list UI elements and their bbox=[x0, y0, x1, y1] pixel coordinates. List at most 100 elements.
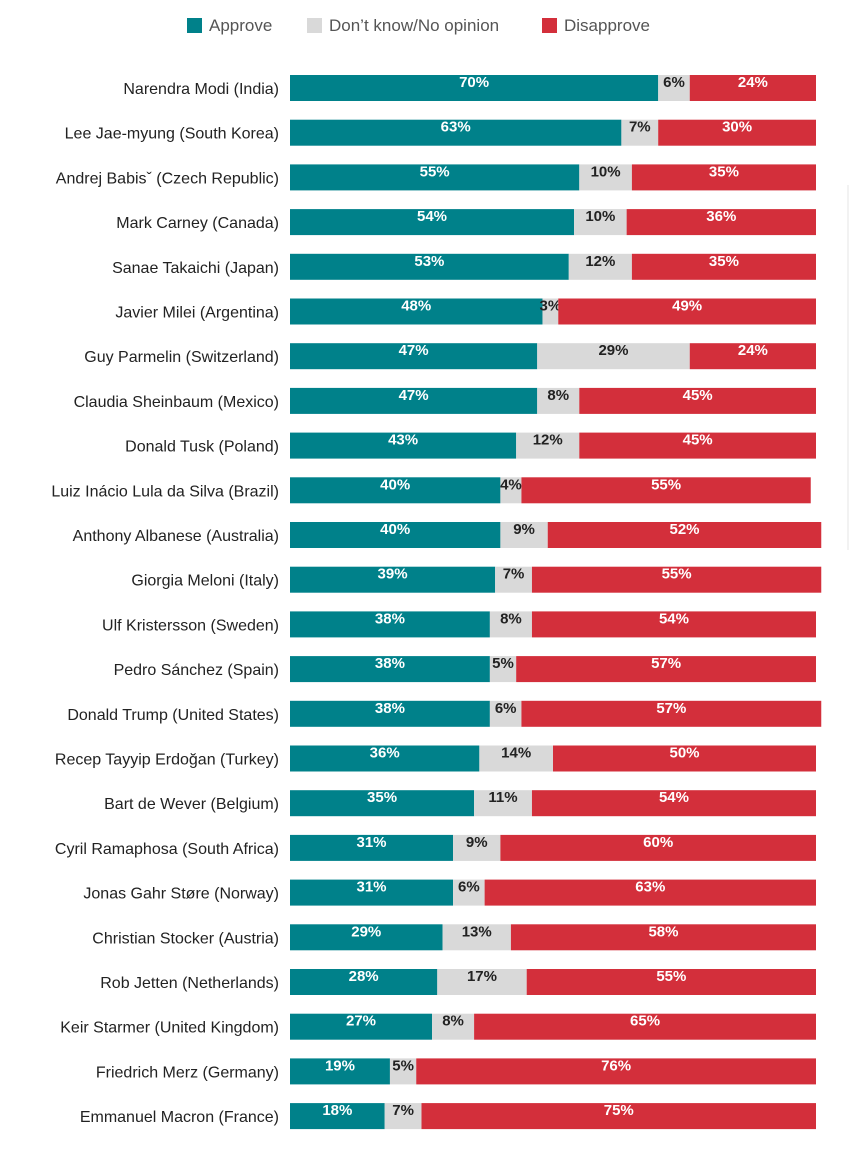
don-t-know-no-opinion-bar bbox=[489, 700, 522, 727]
row-label: Sanae Takaichi (Japan) bbox=[112, 260, 279, 277]
approve-value-label: 29% bbox=[351, 923, 381, 940]
legend: Approve Don’t know/No opinion Disapprove bbox=[187, 16, 650, 35]
approve-value-label: 47% bbox=[399, 387, 429, 404]
approve-value-label: 35% bbox=[367, 789, 397, 806]
row-label: Luiz Inácio Lula da Silva (Brazil) bbox=[51, 483, 279, 500]
disapprove-bar bbox=[521, 477, 811, 504]
approve-value-label: 39% bbox=[378, 566, 408, 583]
disapprove-value-label: 45% bbox=[683, 387, 713, 404]
don-t-know-no-opinion-value-label: 6% bbox=[495, 700, 517, 717]
row-label: Bart de Wever (Belgium) bbox=[104, 796, 279, 813]
row-javier-milei-argentina: Javier Milei (Argentina) 48% 3% 49% bbox=[115, 298, 816, 325]
disapprove-bar bbox=[579, 432, 816, 459]
row-label: Christian Stocker (Austria) bbox=[92, 930, 279, 947]
approve-value-label: 54% bbox=[417, 208, 447, 225]
disapprove-bar bbox=[631, 164, 816, 191]
don-t-know-no-opinion-bar bbox=[432, 1013, 475, 1040]
row-bart-de-wever-belgium: Bart de Wever (Belgium) 35% 11% 54% bbox=[104, 789, 816, 817]
disapprove-bar bbox=[516, 656, 816, 683]
don-t-know-no-opinion-bar bbox=[500, 522, 548, 548]
don-t-know-no-opinion-value-label: 10% bbox=[585, 208, 615, 225]
approve-bar bbox=[290, 343, 538, 370]
disapprove-bar bbox=[500, 834, 816, 861]
disapprove-bar bbox=[547, 522, 822, 548]
disapprove-bar bbox=[526, 969, 816, 995]
row-label: Ulf Kristersson (Sweden) bbox=[102, 617, 279, 634]
approve-value-label: 38% bbox=[375, 610, 405, 627]
disapprove-value-label: 60% bbox=[643, 834, 673, 851]
disapprove-bar bbox=[553, 745, 816, 772]
don-t-know-no-opinion-bar bbox=[621, 119, 659, 146]
approve-bar bbox=[290, 298, 543, 325]
row-narendra-modi-india: Narendra Modi (India) 70% 6% 24% bbox=[123, 74, 816, 101]
disapprove-value-label: 52% bbox=[669, 521, 699, 538]
row-luiz-inacio-lula-da-silva-brazil: Luiz Inácio Lula da Silva (Brazil) 40% 4% 5… bbox=[51, 476, 811, 504]
row-guy-parmelin-switzerland: Guy Parmelin (Switzerland) 47% 29% 24% bbox=[84, 342, 816, 370]
approve-value-label: 55% bbox=[420, 163, 450, 180]
row-label: Giorgia Meloni (Italy) bbox=[131, 573, 279, 590]
approve-bar bbox=[290, 611, 490, 638]
approve-bar bbox=[290, 790, 475, 817]
row-anthony-albanese-australia: Anthony Albanese (Australia) 40% 9% 52% bbox=[73, 521, 822, 548]
row-rob-jetten-netherlands: Rob Jetten (Netherlands) 28% 17% 55% bbox=[100, 968, 816, 995]
don-t-know-no-opinion-bar bbox=[568, 253, 632, 280]
approve-bar bbox=[290, 75, 659, 101]
don-t-know-no-opinion-bar bbox=[537, 343, 690, 370]
disapprove-value-label: 57% bbox=[651, 655, 681, 672]
approve-value-label: 70% bbox=[459, 74, 489, 91]
disapprove-bar bbox=[531, 611, 816, 638]
disapprove-value-label: 55% bbox=[651, 476, 681, 493]
approve-bar bbox=[290, 477, 501, 504]
don-t-know-no-opinion-bar bbox=[542, 298, 559, 325]
row-donald-trump-united-states: Donald Trump (United States) 38% 6% 57% bbox=[67, 700, 822, 727]
approve-bar bbox=[290, 1058, 390, 1085]
approve-bar bbox=[290, 834, 454, 861]
disapprove-bar bbox=[658, 119, 816, 146]
approve-bar bbox=[290, 119, 622, 146]
row-label: Anthony Albanese (Australia) bbox=[73, 528, 279, 545]
disapprove-value-label: 36% bbox=[706, 208, 736, 225]
don-t-know-no-opinion-bar bbox=[474, 790, 532, 817]
don-t-know-no-opinion-bar bbox=[479, 745, 553, 772]
row-label: Mark Carney (Canada) bbox=[116, 215, 279, 232]
row-label: Andrej Babisˇ (Czech Republic) bbox=[56, 170, 279, 187]
don-t-know-no-opinion-bar bbox=[389, 1058, 417, 1085]
row-label: Rob Jetten (Netherlands) bbox=[100, 975, 279, 992]
disapprove-value-label: 55% bbox=[662, 566, 692, 583]
row-label: Emmanuel Macron (France) bbox=[80, 1109, 279, 1126]
approve-bar bbox=[290, 879, 454, 906]
row-pedro-sanchez-spain: Pedro Sánchez (Spain) 38% 5% 57% bbox=[114, 655, 816, 683]
row-label: Lee Jae-myung (South Korea) bbox=[65, 126, 279, 143]
row-label: Keir Starmer (United Kingdom) bbox=[60, 1020, 279, 1037]
row-christian-stocker-austria: Christian Stocker (Austria) 29% 13% 58% bbox=[92, 923, 816, 951]
legend-label: Don’t know/No opinion bbox=[329, 16, 499, 35]
row-label: Narendra Modi (India) bbox=[123, 81, 279, 98]
don-t-know-no-opinion-value-label: 12% bbox=[533, 432, 563, 449]
row-lee-jae-myung-south-korea: Lee Jae-myung (South Korea) 63% 7% 30% bbox=[65, 119, 816, 146]
approve-bar bbox=[290, 700, 490, 727]
row-giorgia-meloni-italy: Giorgia Meloni (Italy) 39% 7% 55% bbox=[131, 566, 822, 593]
disapprove-value-label: 24% bbox=[738, 74, 768, 91]
disapprove-value-label: 75% bbox=[604, 1102, 634, 1119]
approve-bar bbox=[290, 522, 501, 548]
disapprove-bar bbox=[421, 1103, 816, 1130]
row-label: Donald Trump (United States) bbox=[67, 707, 279, 724]
disapprove-bar bbox=[510, 924, 816, 951]
disapprove-value-label: 54% bbox=[659, 610, 689, 627]
row-label: Javier Milei (Argentina) bbox=[115, 305, 279, 322]
approve-bar bbox=[290, 387, 538, 414]
don-t-know-no-opinion-bar bbox=[516, 432, 580, 459]
legend-item-don-t-know-no-opinion: Don’t know/No opinion bbox=[307, 16, 499, 35]
disapprove-bar bbox=[484, 879, 816, 906]
disapprove-value-label: 49% bbox=[672, 298, 702, 315]
row-label: Jonas Gahr Støre (Norway) bbox=[83, 886, 279, 903]
approve-value-label: 48% bbox=[401, 298, 431, 315]
disapprove-value-label: 58% bbox=[648, 923, 678, 940]
legend-swatch bbox=[187, 18, 202, 33]
approve-value-label: 40% bbox=[380, 521, 410, 538]
approve-bar bbox=[290, 969, 438, 995]
approve-bar bbox=[290, 656, 490, 683]
approve-value-label: 19% bbox=[325, 1057, 355, 1074]
approve-value-label: 43% bbox=[388, 432, 418, 449]
approve-value-label: 47% bbox=[399, 342, 429, 359]
